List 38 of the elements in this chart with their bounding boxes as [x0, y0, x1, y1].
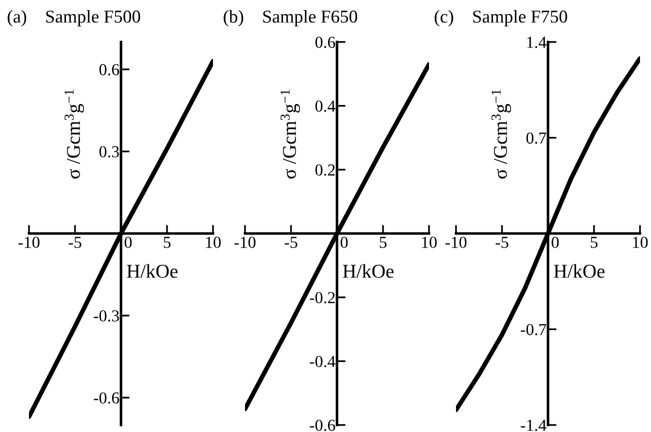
x-tick-label: 0: [552, 236, 559, 248]
x-tick-label: 10: [633, 236, 648, 248]
x-tick-label: 10: [422, 236, 437, 248]
x-tick-label: 5: [380, 236, 387, 248]
x-tick-label: 0: [340, 236, 348, 248]
x-tick-label: 5: [164, 236, 171, 248]
y-axis-title: σ /Gcm$^{3}$g$^{−1}$: [492, 90, 512, 179]
x-tick-label: -10: [234, 236, 256, 248]
x-tick-label: -10: [446, 236, 466, 248]
y-tick-label: -0.4: [310, 356, 336, 368]
y-tick-label: 1.4: [527, 36, 546, 48]
chart-title: (b) Sample F650: [224, 10, 358, 26]
y-tick-label: 0.2: [315, 164, 335, 176]
x-tick-label: -5: [284, 236, 298, 248]
x-axis-title: H/kOe: [126, 264, 178, 278]
x-axis-title: H/kOe: [554, 264, 605, 278]
x-tick-label: 0: [124, 236, 132, 248]
y-tick-label: 0.6: [99, 64, 120, 76]
chart-title: (a) Sample F500: [8, 10, 140, 26]
x-tick-label: 5: [590, 236, 598, 248]
x-tick-label: 10: [206, 236, 221, 248]
y-tick-label: -0.6: [94, 392, 120, 404]
y-tick-label: -0.2: [310, 292, 335, 304]
y-tick-label: 0.6: [315, 36, 336, 48]
x-axis-title: H/kOe: [342, 264, 394, 278]
y-axis-title: σ /Gcm$^{3}$g$^{−1}$: [280, 90, 300, 179]
x-tick-label: -5: [496, 236, 508, 248]
chart-title: (c) Sample F750: [434, 10, 568, 26]
y-tick-label: -1.4: [520, 420, 546, 432]
y-tick-label: -0.3: [94, 310, 119, 322]
y-tick-label: 0.4: [315, 100, 336, 112]
y-axis-title: σ /Gcm$^{3}$g$^{−1}$: [64, 90, 84, 179]
x-tick-label: -5: [68, 236, 82, 248]
y-tick-label: 0.3: [99, 146, 119, 158]
x-tick-label: -10: [18, 236, 40, 248]
y-tick-label: -0.7: [520, 324, 546, 336]
y-tick-label: 0.7: [526, 132, 546, 144]
y-tick-label: -0.6: [310, 420, 336, 432]
